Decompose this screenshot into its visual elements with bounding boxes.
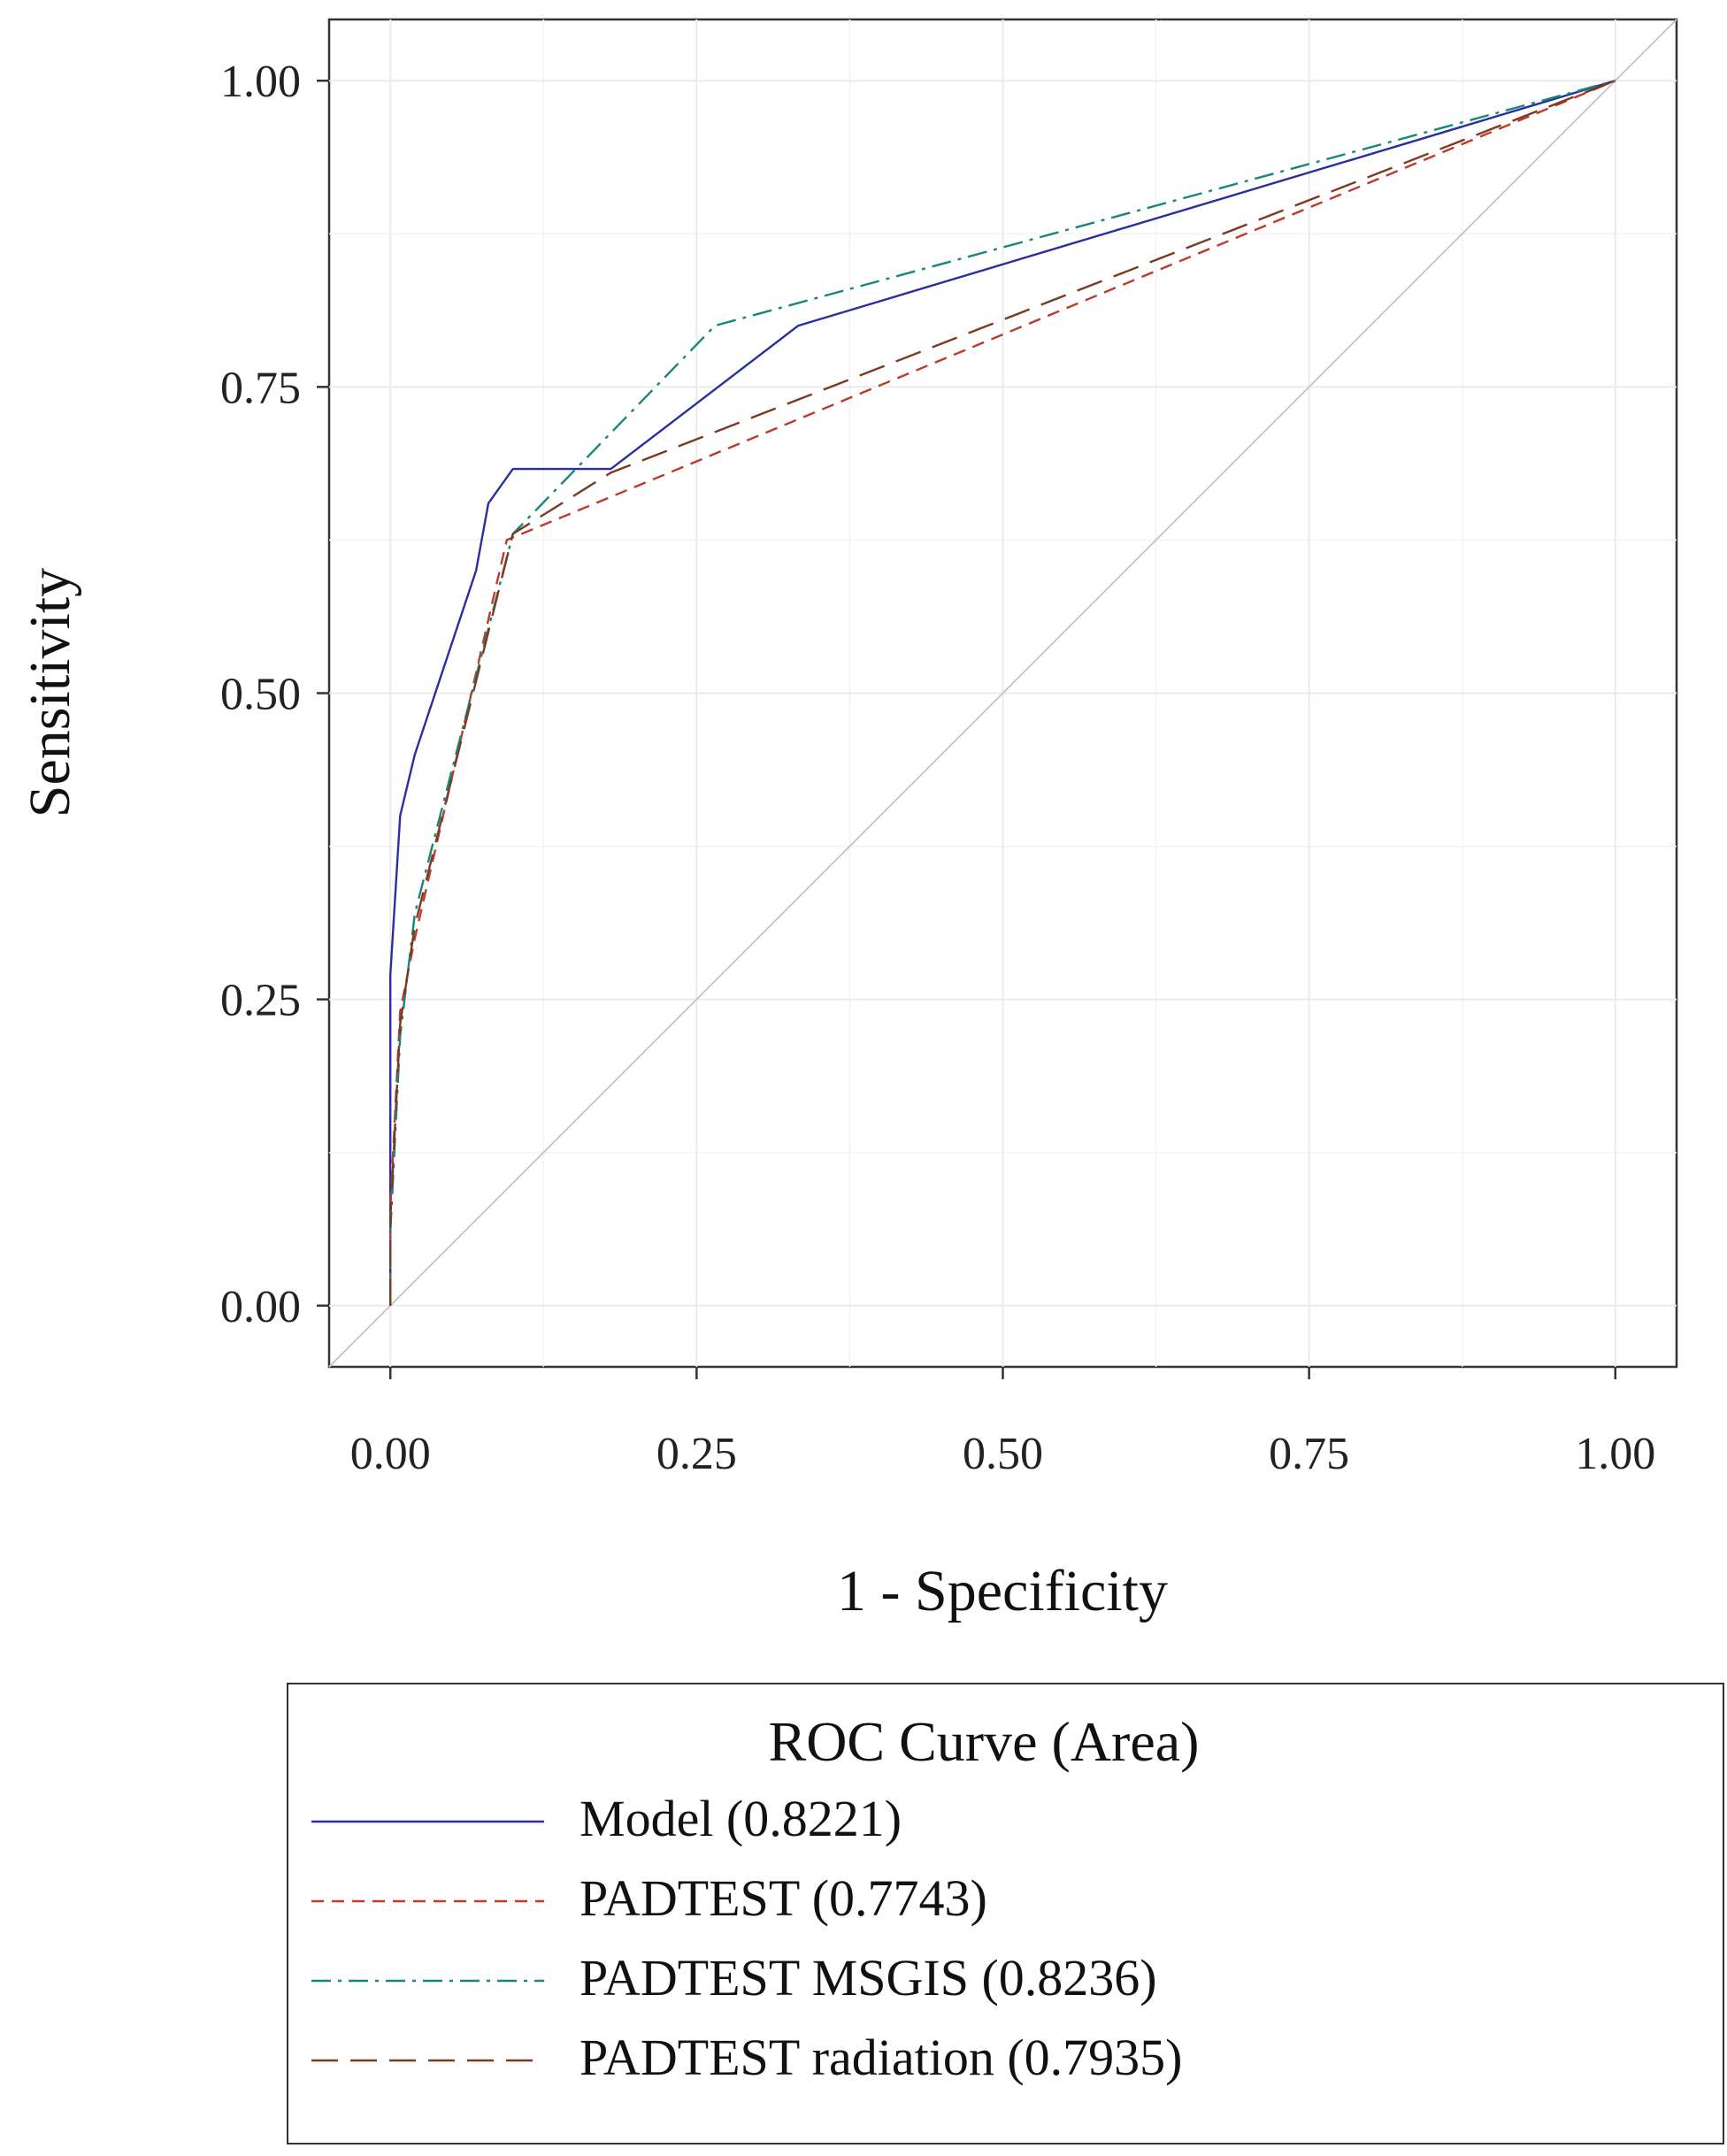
y-tick-label: 0.50: [220, 670, 301, 720]
grid: [329, 19, 1677, 1367]
y-tick-label: 0.75: [220, 363, 301, 413]
reference-line-group: [328, 19, 1677, 1368]
legend-box: [287, 1683, 1724, 2144]
x-tick-label: 0.25: [656, 1429, 737, 1479]
x-tick-label: 0.50: [963, 1429, 1043, 1479]
series-line-1: [389, 80, 1616, 1306]
reference-line: [328, 19, 1677, 1368]
legend-entries: Model (0.8221) PADTEST (0.7743) PADTEST MS…: [311, 1790, 1182, 2086]
series-line-4: [389, 80, 1616, 1306]
y-tick-label: 0.25: [220, 976, 301, 1026]
legend-label-4: PADTEST radiation (0.7935): [580, 2029, 1182, 2086]
legend-label-1: Model (0.8221): [580, 1790, 902, 1847]
axes: 0.00 0.25 0.50 0.75 1.00 0.00 0.25 0.50 0.75 1.00: [220, 57, 1655, 1479]
y-tick-label: 1.00: [220, 57, 301, 107]
x-axis-title: 1 - Specificity: [837, 1559, 1168, 1623]
legend-title: ROC Curve (Area): [769, 1710, 1200, 1773]
x-tick-label: 0.75: [1269, 1429, 1349, 1479]
y-tick-label: 0.00: [220, 1282, 301, 1332]
series-group: [389, 80, 1616, 1306]
y-axis-title: Sensitivity: [18, 568, 82, 817]
legend-label-3: PADTEST MSGIS (0.8236): [580, 1949, 1157, 2006]
legend-label-2: PADTEST (0.7743): [580, 1869, 987, 1927]
x-tick-label: 1.00: [1575, 1429, 1655, 1479]
x-tick-label: 0.00: [350, 1429, 431, 1479]
